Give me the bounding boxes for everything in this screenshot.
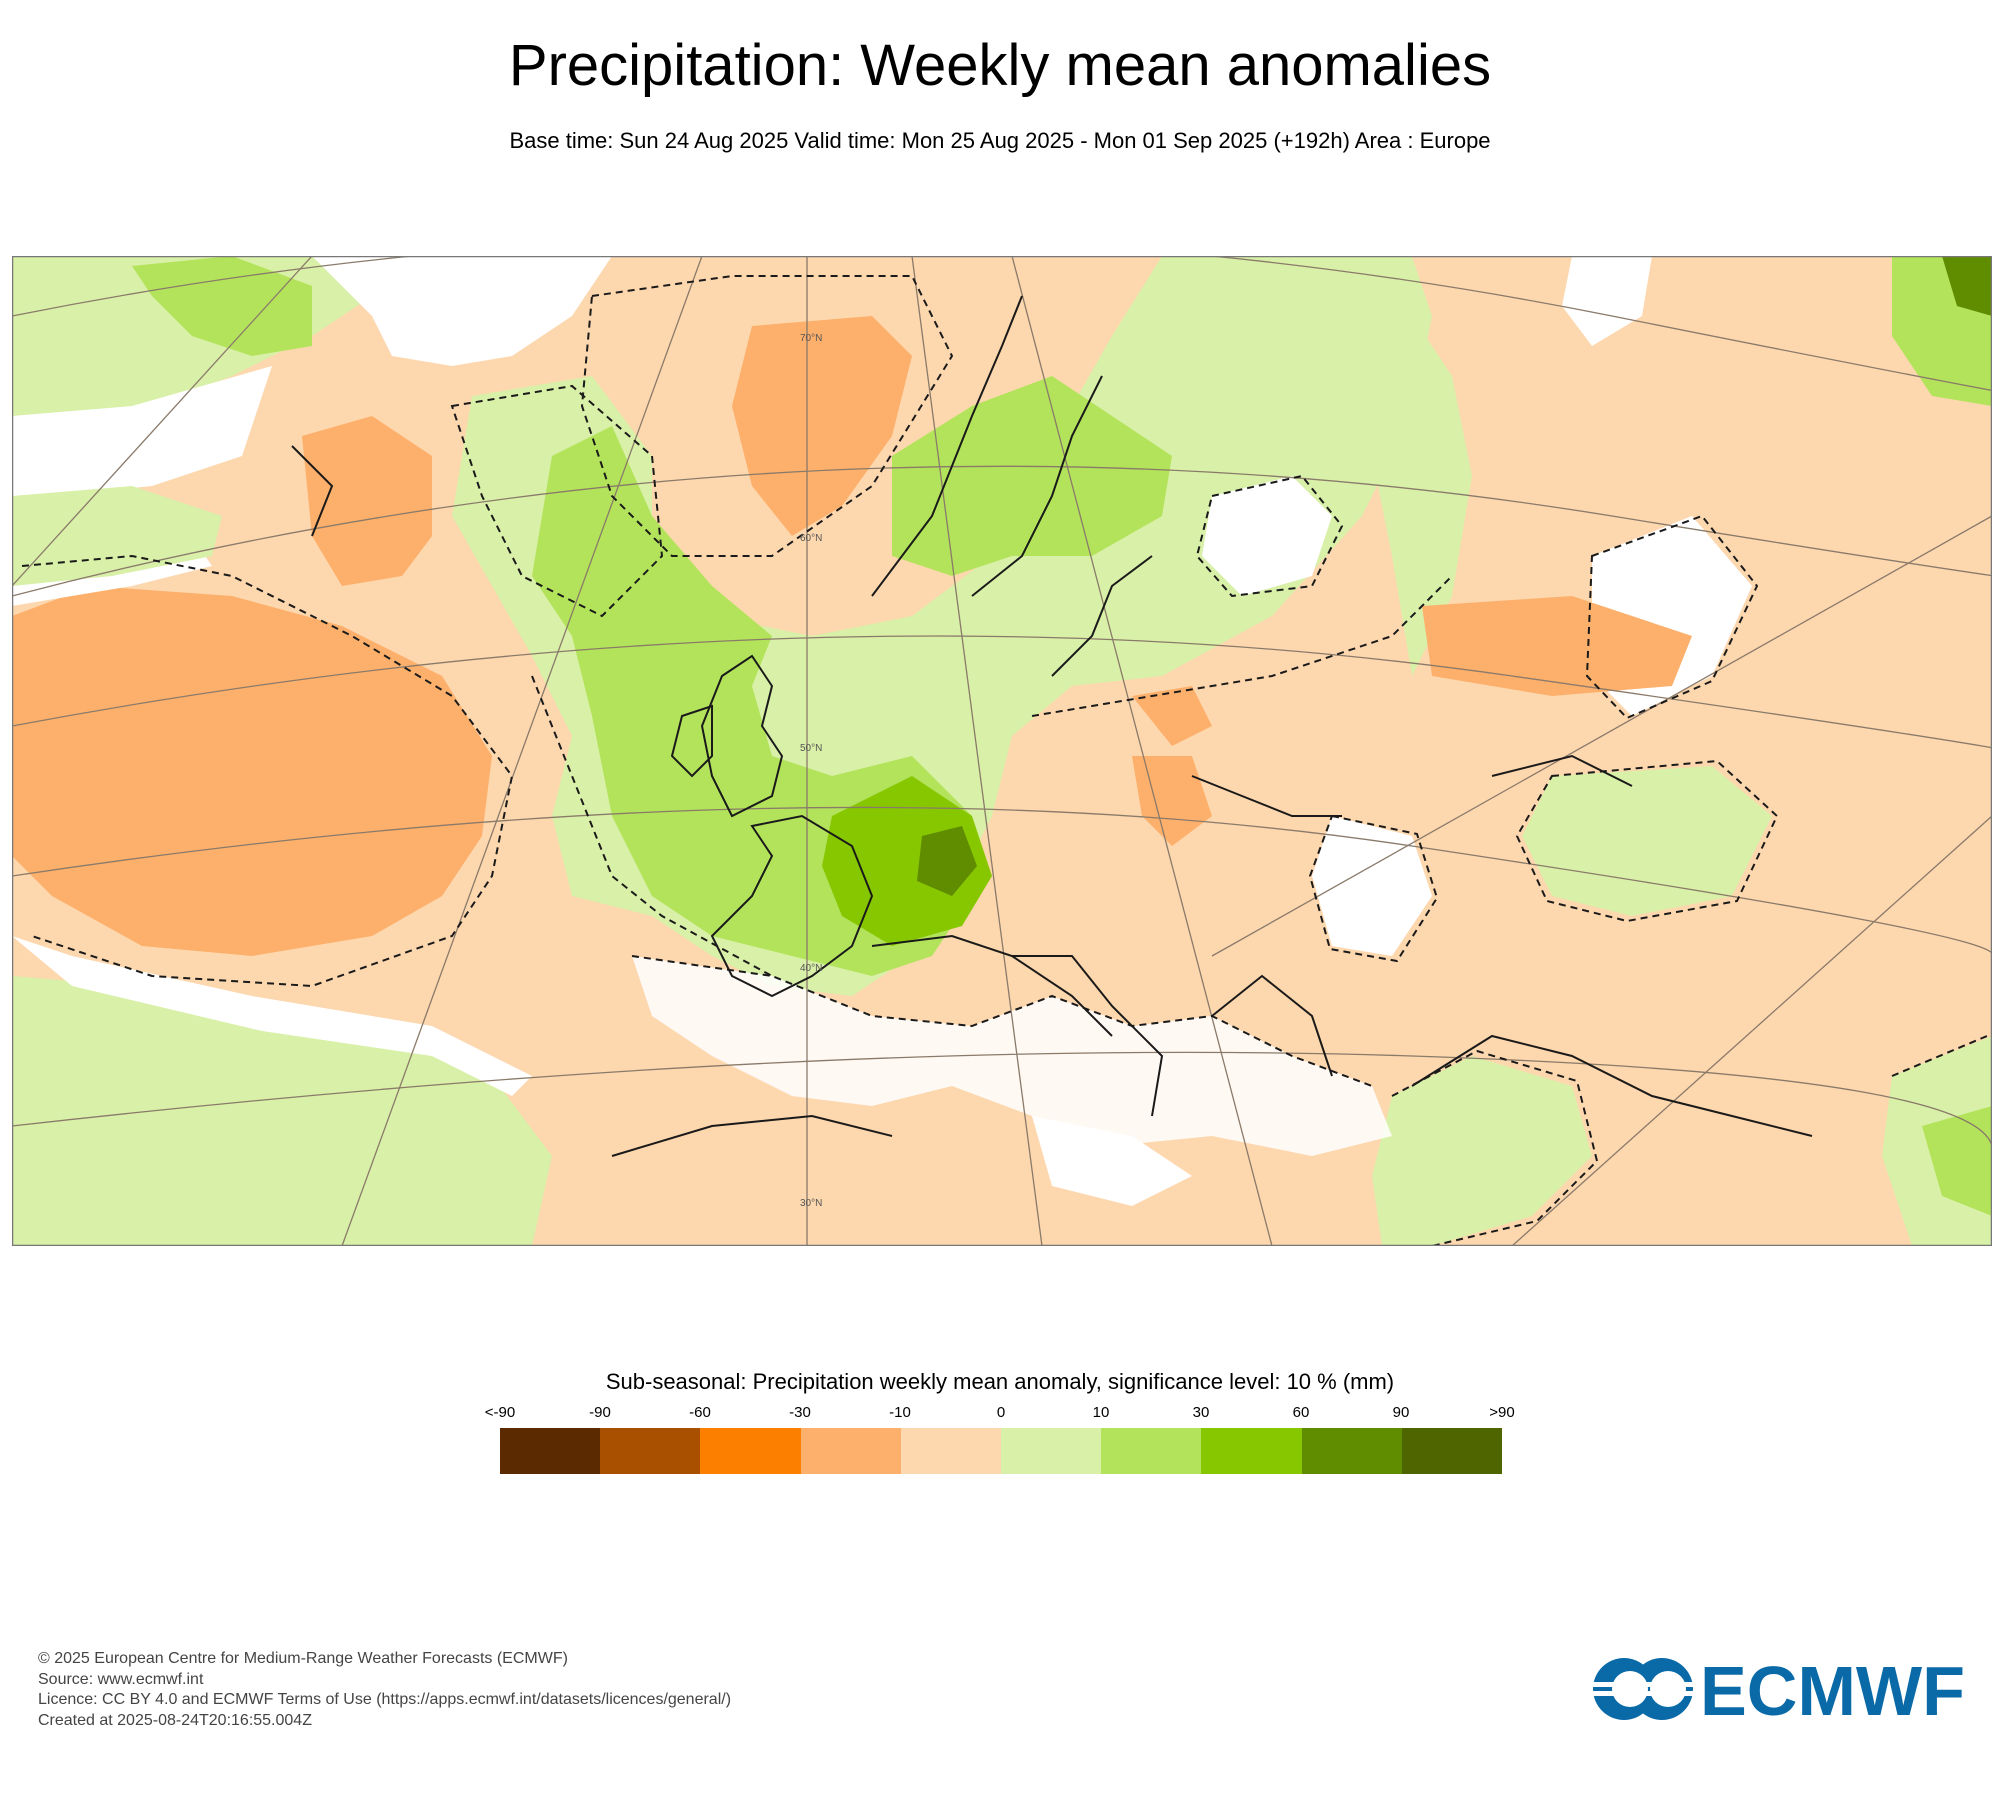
anomaly-region — [1032, 1116, 1192, 1206]
anomaly-region — [312, 256, 612, 366]
legend-swatch — [600, 1428, 701, 1474]
legend-swatch — [1001, 1428, 1102, 1474]
anomaly-region — [302, 416, 432, 586]
legend-colorbar — [500, 1428, 1503, 1474]
anomaly-region — [1942, 256, 1992, 316]
anomaly-region — [1422, 596, 1692, 696]
lat-label: 40°N — [800, 963, 822, 974]
lat-label: 50°N — [800, 743, 822, 754]
created-text: Created at 2025-08-24T20:16:55.004Z — [38, 1711, 312, 1729]
legend-tick-label: -30 — [789, 1404, 811, 1421]
anomaly-map: 70°N 60°N 50°N 40°N 30°N — [12, 256, 1992, 1246]
legend-title: Sub-seasonal: Precipitation weekly mean … — [605, 1369, 1395, 1394]
map-title: Precipitation: Weekly mean anomalies — [508, 33, 1492, 98]
lat-label: 70°N — [800, 333, 822, 344]
legend-swatch — [700, 1428, 801, 1474]
map-frame — [12, 256, 1992, 1246]
credits: © 2025 European Centre for Medium-Range … — [38, 1649, 731, 1731]
copyright-text: © 2025 European Centre for Medium-Range … — [38, 1650, 568, 1667]
legend-swatch — [800, 1428, 901, 1474]
legend-tick-label: 30 — [1192, 1404, 1210, 1421]
legend-tick-label: 90 — [1392, 1404, 1410, 1421]
ecmwf-logo: ECMWF — [1590, 1655, 1965, 1723]
anomaly-region — [732, 316, 912, 536]
legend-swatch — [1401, 1428, 1503, 1474]
significance-contours — [21, 275, 1988, 1246]
ecmwf-logo-text: ECMWF — [1700, 1655, 1965, 1723]
anomaly-region — [1522, 766, 1772, 916]
anomaly-region — [1562, 256, 1652, 346]
legend-swatch — [500, 1428, 601, 1474]
anomaly-region — [1372, 316, 1472, 676]
licence-text: Licence: CC BY 4.0 and ECMWF Terms of Us… — [38, 1691, 732, 1708]
map-subtitle: Base time: Sun 24 Aug 2025 Valid time: M… — [509, 128, 1491, 153]
legend-tick-label: -60 — [689, 1404, 711, 1421]
anomaly-region — [892, 376, 1172, 576]
graticule — [12, 256, 1992, 1246]
lat-label: 30°N — [800, 1198, 822, 1209]
anomaly-region — [917, 826, 977, 896]
anomaly-region — [12, 976, 552, 1246]
anomaly-region — [12, 936, 532, 1096]
anomaly-region — [1202, 476, 1332, 596]
legend-tick-label: <-90 — [484, 1404, 516, 1421]
lat-label: 60°N — [800, 533, 822, 544]
legend-tick-label: 10 — [1092, 1404, 1110, 1421]
anomaly-region — [132, 256, 312, 356]
legend-tick-label: -10 — [889, 1404, 911, 1421]
anomaly-region — [1132, 686, 1212, 746]
anomaly-region — [822, 776, 992, 946]
legend-swatch — [1101, 1428, 1202, 1474]
anomaly-region — [1312, 816, 1432, 956]
legend-tick-label: -90 — [589, 1404, 611, 1421]
anomaly-region — [632, 956, 1392, 1156]
legend-tick-label: 60 — [1292, 1404, 1310, 1421]
legend-swatch — [900, 1428, 1002, 1474]
anomaly-region — [1922, 1106, 1992, 1216]
legend-tick-labels: <-90 -90 -60 -30 -10 0 10 30 60 90 >90 — [485, 1404, 1515, 1424]
legend-tick-label: 0 — [996, 1404, 1006, 1421]
anomaly-region — [1132, 756, 1212, 846]
source-text: Source: www.ecmwf.int — [38, 1670, 204, 1688]
coastlines — [291, 295, 1813, 1157]
anomaly-region — [12, 486, 222, 586]
anomaly-region — [12, 586, 492, 956]
legend-tick-label: >90 — [1489, 1404, 1515, 1421]
anomaly-region — [1372, 1056, 1592, 1246]
anomaly-region — [12, 366, 272, 496]
legend-swatch — [1201, 1428, 1302, 1474]
legend-swatch — [1301, 1428, 1402, 1474]
